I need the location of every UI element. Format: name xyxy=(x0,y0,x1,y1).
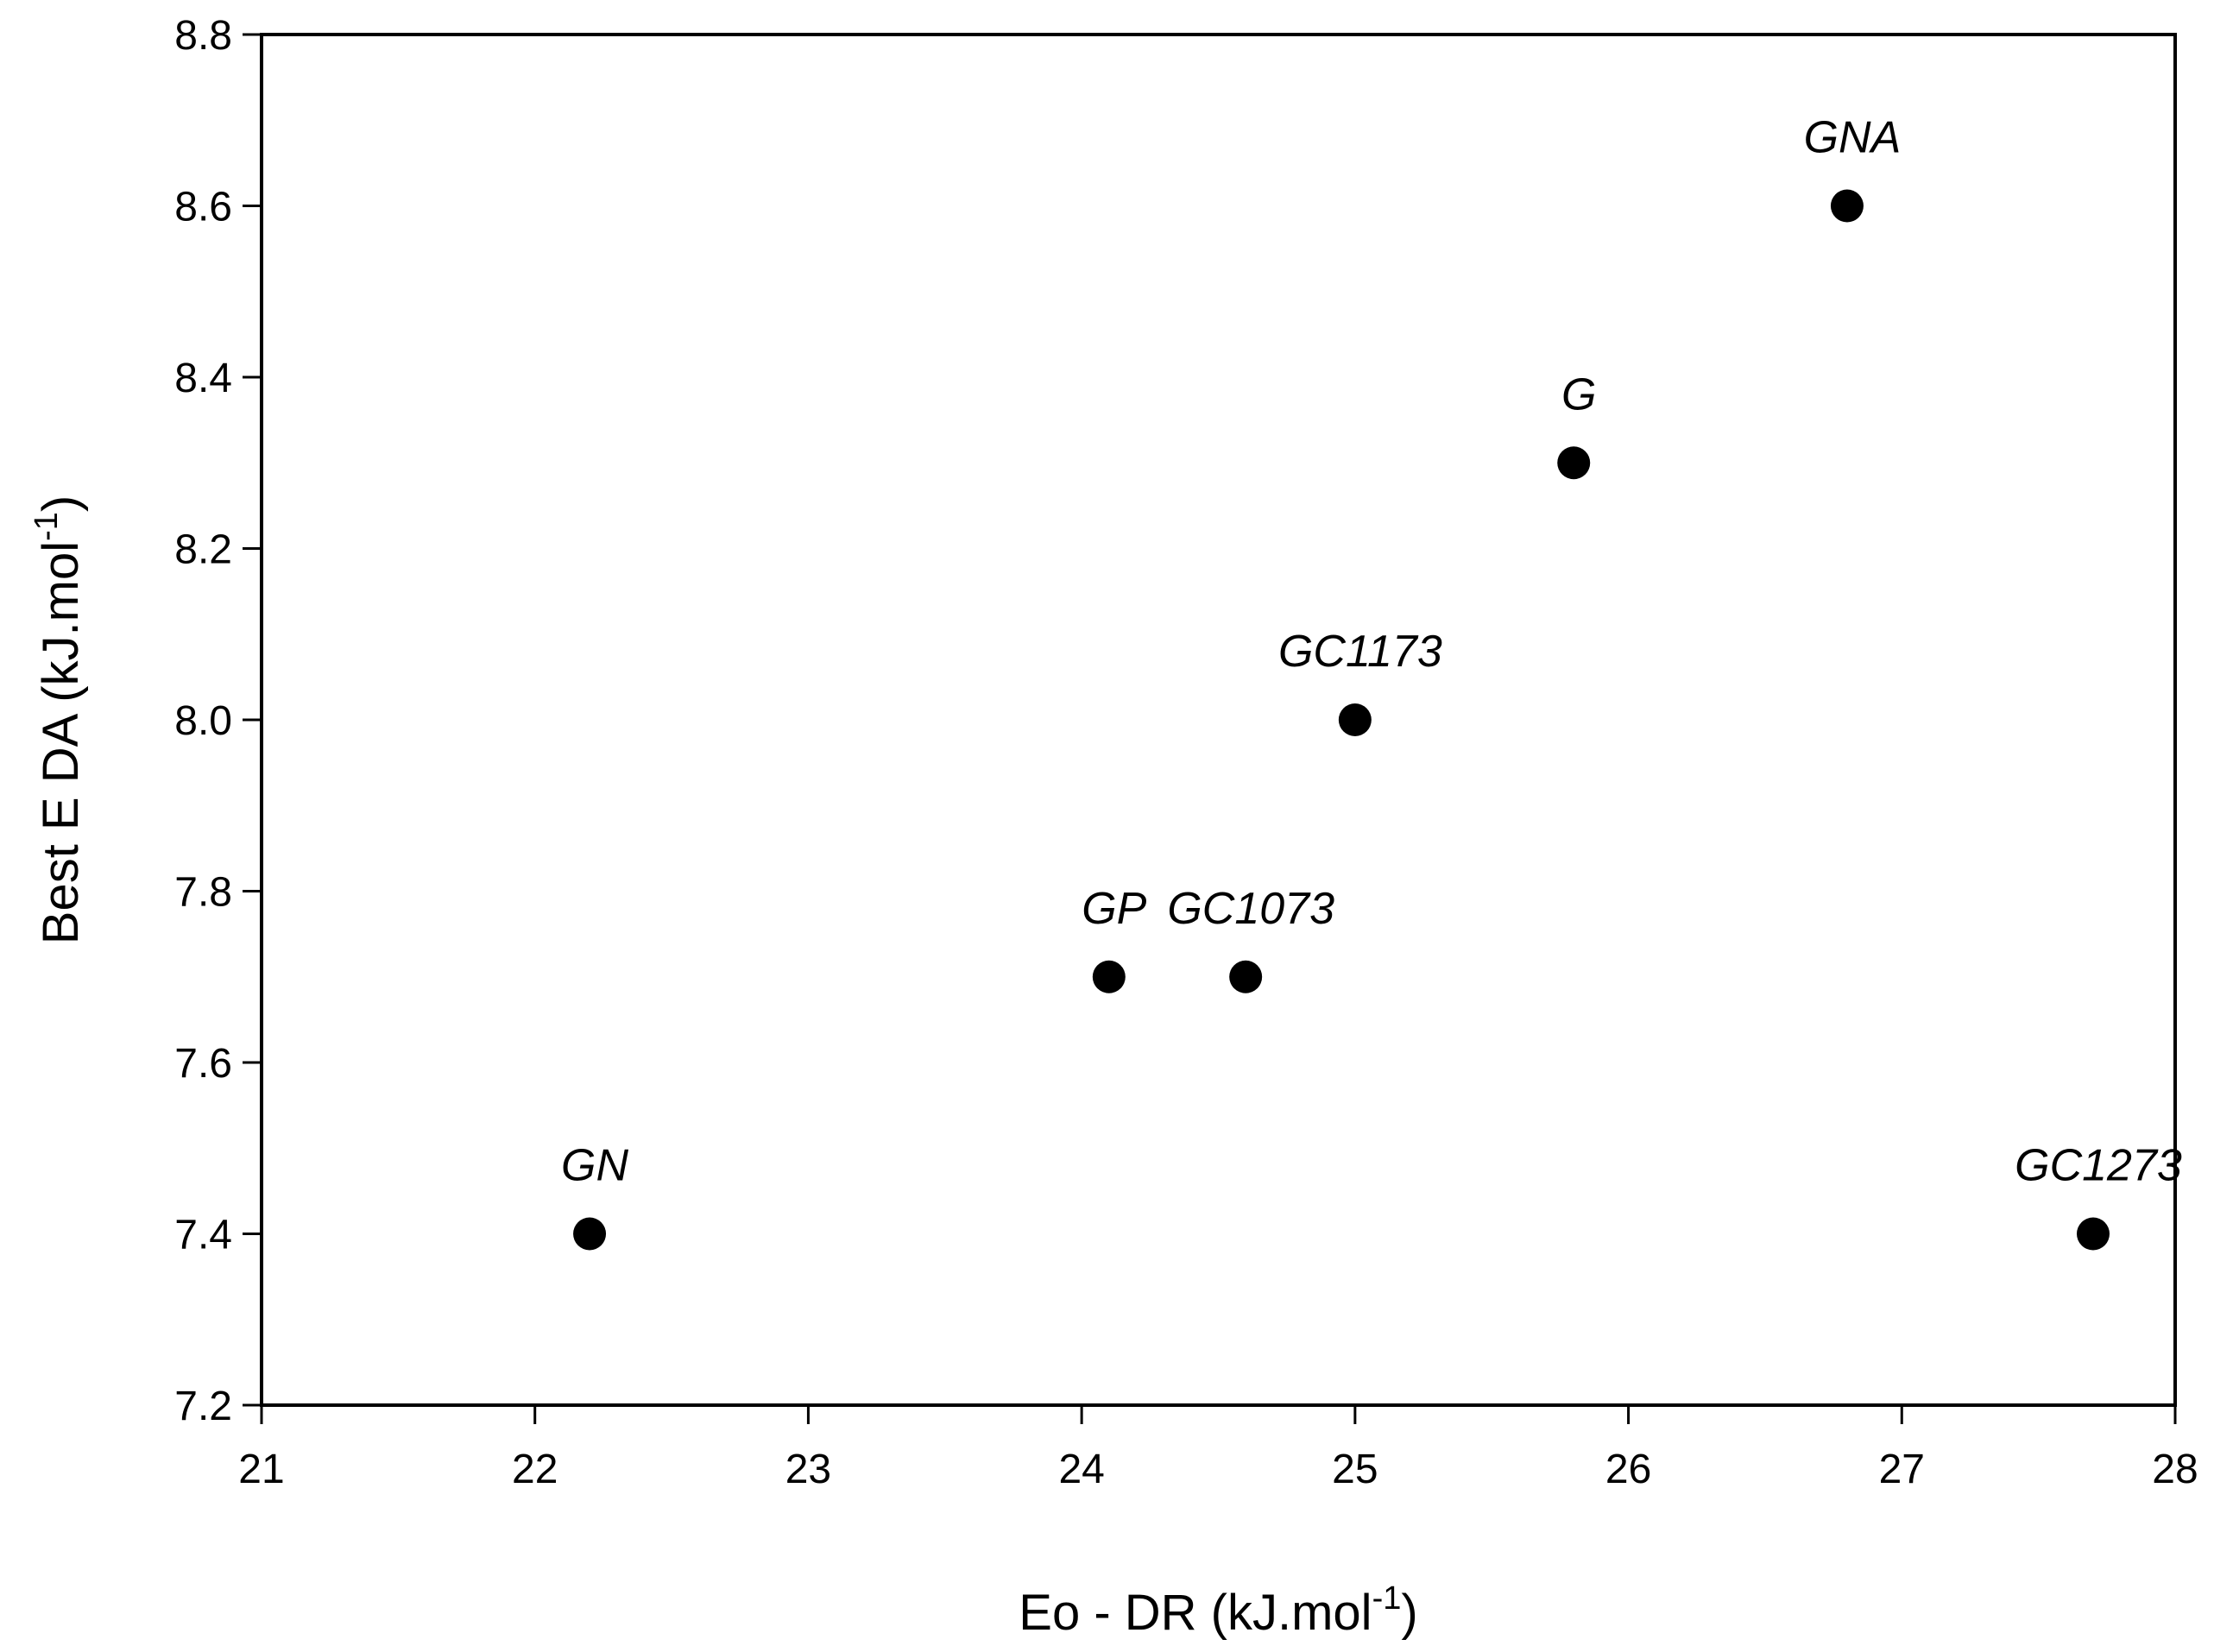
data-point-gna xyxy=(1830,189,1864,223)
data-point-gc1273 xyxy=(2076,1217,2110,1251)
x-tick-label: 27 xyxy=(1879,1447,1925,1492)
x-tick-label: 26 xyxy=(1605,1447,1651,1492)
data-point-gc1073 xyxy=(1229,960,1263,993)
x-tick-label: 24 xyxy=(1058,1447,1104,1492)
data-point-gn xyxy=(573,1217,607,1251)
y-axis-title-end: ) xyxy=(33,495,89,512)
y-axis-title-main: Best E DA (kJ.mol xyxy=(33,541,89,944)
point-label-gp: GP xyxy=(1082,884,1146,934)
data-point-g xyxy=(1557,446,1591,480)
y-tick-label: 7.4 xyxy=(174,1213,232,1258)
y-axis: 7.2 7.4 7.6 7.8 8.0 8.2 8.4 8.6 8.8 xyxy=(174,13,262,1429)
y-tick-label: 8.2 xyxy=(174,527,232,573)
y-tick-label: 7.8 xyxy=(174,870,232,916)
x-tick-label: 28 xyxy=(2152,1447,2198,1492)
x-axis-title-end: ) xyxy=(1401,1585,1417,1641)
data-point-gc1173 xyxy=(1338,703,1372,736)
x-tick-label: 21 xyxy=(238,1447,284,1492)
x-tick-label: 25 xyxy=(1332,1447,1378,1492)
x-axis: 21 22 23 24 25 26 27 28 xyxy=(238,1405,2198,1492)
y-tick-label: 8.0 xyxy=(174,698,232,744)
data-points xyxy=(573,189,2110,1251)
point-label-g: G xyxy=(1561,369,1596,419)
point-label-gc1073: GC1073 xyxy=(1167,884,1334,934)
y-tick-label: 7.2 xyxy=(174,1384,232,1429)
y-tick-label: 8.8 xyxy=(174,13,232,59)
x-tick-label: 23 xyxy=(785,1447,831,1492)
y-axis-title-sup: -1 xyxy=(28,512,65,541)
point-labels: GN GP GC1073 GC1173 G GNA GC1273 xyxy=(561,113,2182,1191)
point-label-gc1173: GC1173 xyxy=(1278,627,1442,677)
y-tick-label: 8.6 xyxy=(174,185,232,230)
x-axis-title-main: Eo - DR (kJ.mol xyxy=(1019,1585,1372,1641)
point-label-gc1273: GC1273 xyxy=(2015,1141,2182,1191)
point-label-gn: GN xyxy=(561,1141,628,1191)
y-axis-title: Best E DA (kJ.mol-1) xyxy=(28,495,89,944)
plot-frame xyxy=(260,33,2177,1407)
point-label-gna: GNA xyxy=(1804,113,1902,163)
data-point-gp xyxy=(1092,960,1126,993)
x-tick-label: 22 xyxy=(512,1447,558,1492)
y-tick-label: 8.4 xyxy=(174,356,232,401)
x-axis-title: Eo - DR (kJ.mol-1) xyxy=(1019,1580,1417,1641)
x-axis-title-sup: -1 xyxy=(1372,1580,1402,1617)
y-tick-label: 7.6 xyxy=(174,1041,232,1087)
